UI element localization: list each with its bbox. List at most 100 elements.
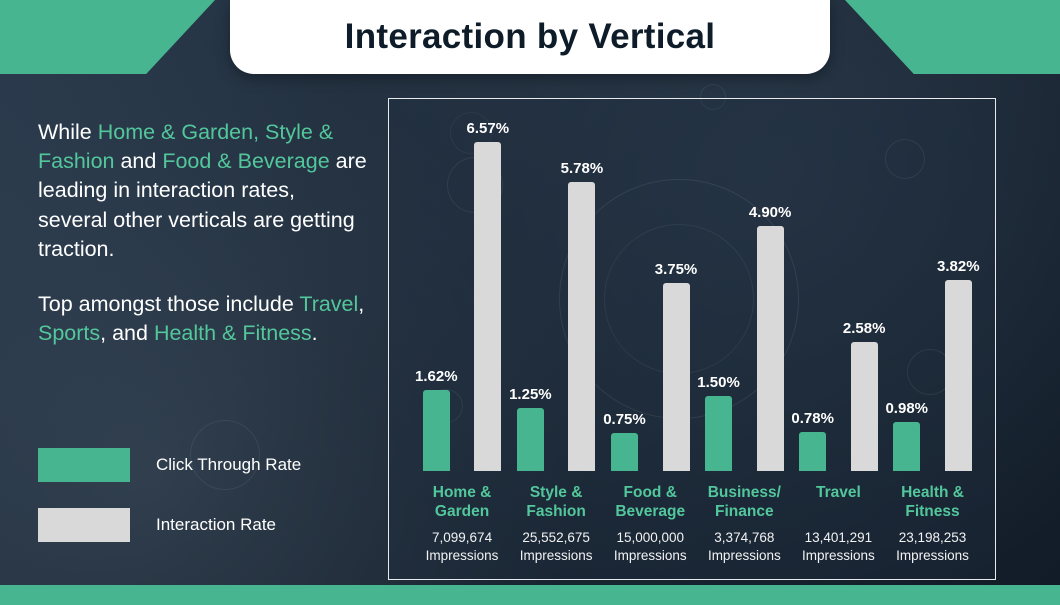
- interaction-rate-bar: [568, 182, 596, 471]
- impressions-block: 7,099,674 Impressions: [426, 529, 499, 565]
- chart-group: 0.75% 3.75% Food & Beverage 15,000,000 Impre…: [603, 261, 697, 565]
- category-label: Health & Fitness: [901, 484, 964, 521]
- legend-label: Click Through Rate: [156, 455, 302, 474]
- header-accent-left: [0, 0, 215, 74]
- interaction-rate-bar-unit: 6.57%: [466, 120, 510, 471]
- legend-item-click-through-rate: Click Through Rate: [38, 448, 301, 482]
- bar-value-label: 5.78%: [560, 160, 604, 177]
- bar-pair: 0.75% 3.75%: [603, 261, 697, 471]
- plain-text: are leading in interaction rates, severa…: [38, 149, 367, 261]
- page-title: Interaction by Vertical: [344, 17, 716, 56]
- bar-value-label: 4.90%: [748, 204, 792, 221]
- plain-text: , and: [100, 321, 154, 346]
- interaction-rate-bar: [474, 142, 502, 471]
- impressions-value: 25,552,675: [522, 530, 590, 545]
- bar-value-label: 0.78%: [791, 410, 834, 427]
- bar-value-label: 1.50%: [697, 374, 740, 391]
- plain-text: .: [311, 321, 318, 346]
- highlighted-text: Travel: [299, 292, 359, 317]
- category-label: Travel: [816, 484, 861, 501]
- category-label: Food & Beverage: [615, 484, 686, 521]
- plain-text: While: [38, 120, 98, 144]
- chart-group: 0.78% 2.58% Travel 13,401,291 Impressions: [791, 320, 885, 565]
- impressions-block: 13,401,291 Impressions: [802, 529, 875, 565]
- chart-group: 1.25% 5.78% Style & Fashion 25,552,675 Impre…: [509, 160, 603, 565]
- click-through-rate-bar: [705, 396, 733, 471]
- chart-group: 1.50% 4.90% Business/ Finance 3,374,768 Impr…: [697, 204, 791, 565]
- impressions-block: 15,000,000 Impressions: [614, 529, 687, 565]
- impressions-caption: Impressions: [707, 547, 781, 563]
- chart-groups: 1.62% 6.57% Home & Garden 7,099,674 Impressi…: [415, 120, 980, 565]
- interaction-rate-bar: [756, 226, 784, 471]
- legend: Click Through Rate Interaction Rate: [38, 448, 301, 568]
- click-through-rate-bar: [799, 432, 827, 471]
- click-through-rate-bar: [516, 408, 544, 471]
- bar-value-label: 6.57%: [466, 120, 510, 137]
- interaction-rate-swatch: [38, 508, 130, 542]
- impressions-caption: Impressions: [519, 547, 593, 563]
- legend-item-interaction-rate: Interaction Rate: [38, 508, 301, 542]
- interaction-rate-bar-unit: 5.78%: [560, 160, 604, 471]
- bar-value-label: 0.75%: [603, 411, 646, 428]
- bar-pair: 1.25% 5.78%: [509, 160, 603, 471]
- click-through-rate-bar-unit: 1.50%: [697, 374, 740, 471]
- category-label: Business/ Finance: [707, 484, 781, 521]
- bar-pair: 1.62% 6.57%: [415, 120, 509, 471]
- interaction-rate-bar-unit: 4.90%: [748, 204, 792, 471]
- bar-value-label: 1.25%: [509, 386, 552, 403]
- intro-text: While Home & Garden, Style & Fashion and…: [38, 118, 370, 375]
- legend-label: Interaction Rate: [156, 515, 277, 534]
- highlighted-text: Health & Fitness: [153, 321, 312, 346]
- click-through-rate-bar-unit: 0.98%: [885, 400, 928, 471]
- impressions-block: 3,374,768 Impressions: [708, 529, 781, 565]
- click-through-rate-bar-unit: 0.78%: [791, 410, 834, 471]
- interaction-rate-bar: [850, 342, 878, 471]
- click-through-rate-bar: [422, 390, 450, 471]
- category-label: Style & Fashion: [526, 484, 586, 521]
- click-through-rate-bar: [610, 433, 638, 471]
- bar-pair: 0.98% 3.82%: [885, 258, 980, 471]
- bar-value-label: 2.58%: [842, 320, 886, 337]
- highlighted-text: Style & Fashion: [38, 120, 334, 174]
- highlighted-text: Sports: [38, 321, 101, 346]
- click-through-rate-bar-unit: 0.75%: [603, 411, 646, 471]
- bar-value-label: 3.82%: [937, 258, 980, 275]
- header: Interaction by Vertical: [0, 0, 1060, 76]
- impressions-caption: Impressions: [802, 547, 875, 563]
- chart-group: 0.98% 3.82% Health & Fitness 23,198,253 Impr…: [885, 258, 979, 565]
- impressions-value: 3,374,768: [714, 530, 775, 545]
- impressions-caption: Impressions: [613, 547, 687, 563]
- intro-paragraph: While Home & Garden, Style & Fashion and…: [38, 118, 370, 264]
- plain-text: Top amongst those include: [38, 292, 300, 317]
- impressions-block: 25,552,675 Impressions: [520, 529, 593, 565]
- interaction-rate-bar-unit: 3.82%: [937, 258, 980, 471]
- impressions-value: 7,099,674: [432, 530, 493, 545]
- chart-group: 1.62% 6.57% Home & Garden 7,099,674 Impressi…: [415, 120, 509, 565]
- impressions-block: 23,198,253 Impressions: [896, 529, 969, 565]
- highlighted-text: Food & Beverage: [162, 149, 330, 174]
- click-through-rate-bar: [893, 422, 921, 471]
- plain-text: and: [114, 149, 163, 174]
- bar-value-label: 1.62%: [415, 368, 458, 385]
- intro-paragraph: Top amongst those include Travel, Sports…: [38, 290, 370, 348]
- impressions-caption: Impressions: [425, 547, 499, 563]
- click-through-rate-swatch: [38, 448, 130, 482]
- highlighted-text: Home & Garden,: [97, 120, 260, 144]
- click-through-rate-bar-unit: 1.25%: [509, 386, 552, 471]
- category-label: Home & Garden: [432, 484, 492, 521]
- title-banner: Interaction by Vertical: [230, 0, 830, 74]
- chart-panel: 1.62% 6.57% Home & Garden 7,099,674 Impressi…: [388, 98, 996, 580]
- bar-pair: 1.50% 4.90%: [697, 204, 791, 471]
- footer-accent-bar: [0, 585, 1060, 605]
- interaction-rate-bar-unit: 3.75%: [654, 261, 698, 471]
- interaction-rate-bar-unit: 2.58%: [842, 320, 886, 471]
- header-accent-right: [845, 0, 1060, 74]
- impressions-value: 13,401,291: [804, 530, 873, 545]
- impressions-value: 23,198,253: [898, 530, 967, 545]
- bar-pair: 0.78% 2.58%: [791, 320, 885, 471]
- interaction-rate-bar: [944, 280, 972, 471]
- bar-value-label: 0.98%: [885, 400, 929, 417]
- interaction-rate-bar: [662, 283, 690, 471]
- bar-value-label: 3.75%: [654, 261, 698, 278]
- impressions-caption: Impressions: [896, 547, 969, 563]
